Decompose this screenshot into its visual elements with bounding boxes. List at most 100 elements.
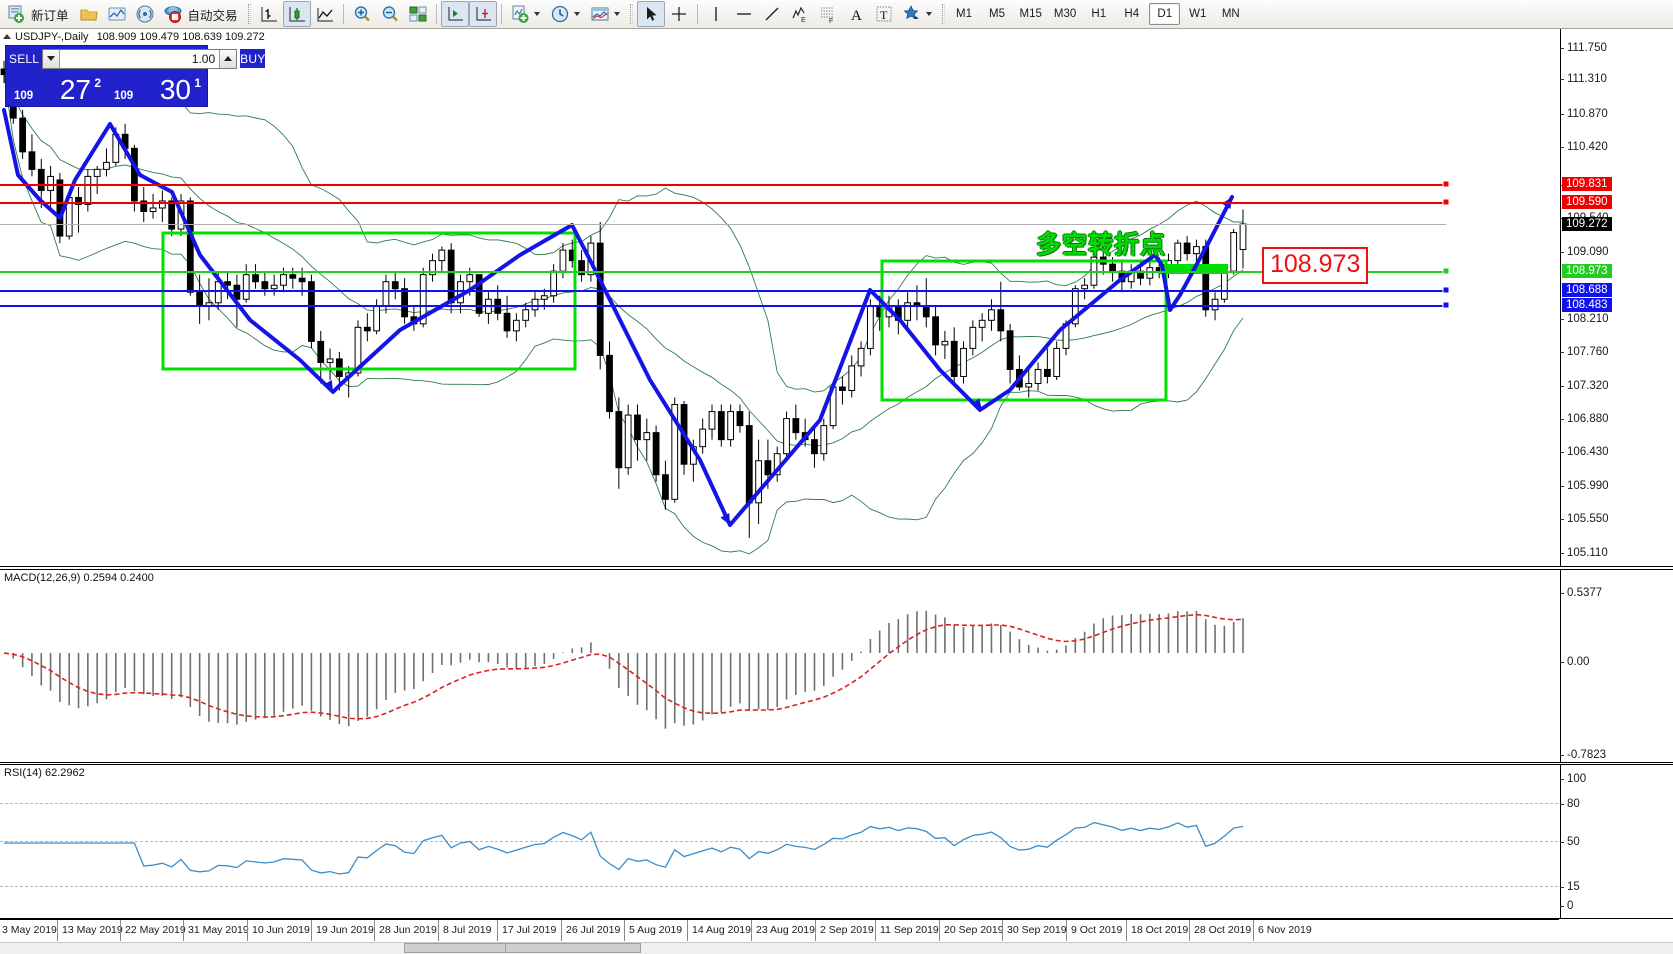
timeframe-w1[interactable]: W1 xyxy=(1189,8,1207,20)
level-line-support-blue-1[interactable] xyxy=(0,290,1446,292)
timeframe-m15[interactable]: M15 xyxy=(1019,8,1042,20)
level-line-resistance-red-1[interactable] xyxy=(0,184,1446,186)
line-chart-button[interactable] xyxy=(311,1,339,27)
candle-body xyxy=(391,281,399,290)
drawing-range-box-right[interactable] xyxy=(880,259,1168,402)
price-tick-label: 105.990 xyxy=(1567,480,1609,492)
indicator-tick-mark xyxy=(1560,779,1564,780)
buy-price-cell[interactable]: 109 30 1 xyxy=(108,69,205,104)
level-handle-pivot-green[interactable] xyxy=(1442,267,1450,275)
chevron-down-icon-4[interactable] xyxy=(925,12,932,16)
horizontal-scrollbar-thumb[interactable] xyxy=(404,943,517,953)
tile-windows-button[interactable] xyxy=(404,1,432,27)
time-tick-separator xyxy=(57,920,58,941)
time-axis[interactable]: 3 May 2019 13 May 2019 22 May 2019 31 May 2… xyxy=(0,919,1559,941)
price-level-tag-108.483[interactable]: 108.483 xyxy=(1562,298,1612,312)
fibonacci-button[interactable]: F xyxy=(814,1,842,27)
indicator-tick-label: 100 xyxy=(1567,773,1587,785)
chevron-down-icon-3[interactable] xyxy=(613,12,620,16)
sell-button[interactable]: SELL xyxy=(9,49,40,68)
chart-expand-icon[interactable] xyxy=(3,34,11,39)
time-tick-separator xyxy=(438,920,439,941)
candlestick-chart-icon xyxy=(287,4,307,24)
horizontal-line-button[interactable] xyxy=(730,1,758,27)
level-line-support-blue-2[interactable] xyxy=(0,305,1446,307)
sell-price-cell[interactable]: 109 27 2 xyxy=(8,69,105,104)
chevron-down-icon[interactable] xyxy=(533,12,540,16)
timeframe-h4[interactable]: H4 xyxy=(1124,8,1140,20)
bar-chart-button[interactable] xyxy=(255,1,283,27)
level-line-resistance-red-2[interactable] xyxy=(0,202,1446,204)
toolbar-divider-3 xyxy=(500,4,502,24)
macd-pane[interactable]: MACD(12,26,9) 0.2594 0.2400 0.5377 0.00 -0… xyxy=(0,569,1673,763)
signals-button[interactable] xyxy=(131,1,159,27)
price-level-tag-108.688[interactable]: 108.688 xyxy=(1562,283,1612,297)
time-tick-label: 9 Oct 2019 xyxy=(1071,924,1123,936)
autotrading-button[interactable]: 自动交易 xyxy=(159,1,244,27)
timeframe-m30[interactable]: M30 xyxy=(1053,8,1077,20)
price-chart-canvas[interactable] xyxy=(0,29,1559,566)
shift-end-button[interactable] xyxy=(440,1,469,27)
vertical-line-button[interactable] xyxy=(702,1,730,27)
elliott-wave-button[interactable]: E xyxy=(786,1,814,27)
price-axis[interactable]: 111.750111.310110.870110.420109.980109.5… xyxy=(1560,29,1673,586)
level-line-current-price-line[interactable] xyxy=(0,224,1446,225)
level-handle-support-blue-1[interactable] xyxy=(1442,286,1450,294)
bollinger-band-lower xyxy=(3,74,1244,555)
crosshair-button[interactable] xyxy=(665,1,693,27)
time-tick-label: 11 Sep 2019 xyxy=(880,924,939,936)
price-level-tag-109.272[interactable]: 109.272 xyxy=(1562,217,1612,231)
indicator-tick-label: 0.00 xyxy=(1567,656,1590,668)
price-level-tag-109.590[interactable]: 109.590 xyxy=(1562,195,1612,209)
candle-body xyxy=(1211,298,1219,311)
level-handle-support-blue-2[interactable] xyxy=(1442,301,1450,309)
rsi-pane[interactable]: RSI(14) 62.2962 100 80 50 15 0 xyxy=(0,764,1673,919)
text-button[interactable]: A xyxy=(842,1,870,27)
periods-button[interactable] xyxy=(546,1,586,27)
timeframe-m1[interactable]: M1 xyxy=(956,8,973,20)
level-line-pivot-green[interactable] xyxy=(0,271,1446,273)
volume-decrease-button[interactable] xyxy=(43,49,61,68)
text-label-button[interactable]: T xyxy=(870,1,898,27)
price-chart-pane[interactable]: 多空转折点 108.973 111.750 111.310 110.870 110.4… xyxy=(0,29,1673,586)
shift-end-icon xyxy=(445,4,465,24)
volume-stepper[interactable] xyxy=(42,48,238,69)
candle-body xyxy=(131,147,138,202)
candlestick-chart-button[interactable] xyxy=(282,1,311,27)
timeframe-d1[interactable]: D1 xyxy=(1149,3,1181,25)
rsi-axis[interactable]: 100 80 50 15 0 xyxy=(1560,765,1673,918)
level-handle-resistance-red-2[interactable] xyxy=(1442,198,1450,206)
price-level-tag-109.831[interactable]: 109.831 xyxy=(1562,177,1612,191)
buy-button[interactable]: BUY xyxy=(240,49,266,68)
drawing-blue-zigzag-trendline[interactable] xyxy=(2,108,1234,527)
zoom-in-button[interactable] xyxy=(348,1,376,27)
new-order-button[interactable]: 新订单 xyxy=(2,1,75,27)
price-level-tag-108.973[interactable]: 108.973 xyxy=(1562,264,1612,278)
cursor-button[interactable] xyxy=(636,1,665,27)
timeframe-mn[interactable]: MN xyxy=(1221,8,1240,20)
candle-body xyxy=(308,281,315,342)
price-tick-mark xyxy=(1560,48,1564,49)
timeframe-h1[interactable]: H1 xyxy=(1091,8,1107,20)
timeframe-m5[interactable]: M5 xyxy=(989,8,1006,20)
drawing-arrowhead xyxy=(971,398,982,410)
templates-button[interactable] xyxy=(586,1,626,27)
horizontal-scrollbar-thumb-2[interactable] xyxy=(505,943,641,953)
volume-increase-button[interactable] xyxy=(219,49,237,68)
macd-axis[interactable]: 0.5377 0.00 -0.7823 xyxy=(1560,570,1673,762)
trendline-button[interactable] xyxy=(758,1,786,27)
volume-input[interactable] xyxy=(60,49,220,68)
autoscroll-button[interactable] xyxy=(468,1,497,27)
indicators-button[interactable] xyxy=(506,1,546,27)
candle-body xyxy=(103,161,110,170)
profiles-button[interactable] xyxy=(103,1,131,27)
price-tick-label: 107.760 xyxy=(1567,346,1609,358)
chevron-down-icon-2[interactable] xyxy=(573,12,580,16)
level-handle-resistance-red-1[interactable] xyxy=(1442,180,1450,188)
drawing-range-box-left[interactable] xyxy=(161,231,577,371)
zoom-out-button[interactable] xyxy=(376,1,404,27)
shapes-button[interactable] xyxy=(898,1,938,27)
time-tick-label: 13 May 2019 xyxy=(62,924,123,936)
candle-body xyxy=(289,274,297,279)
folder-button[interactable] xyxy=(75,1,103,27)
